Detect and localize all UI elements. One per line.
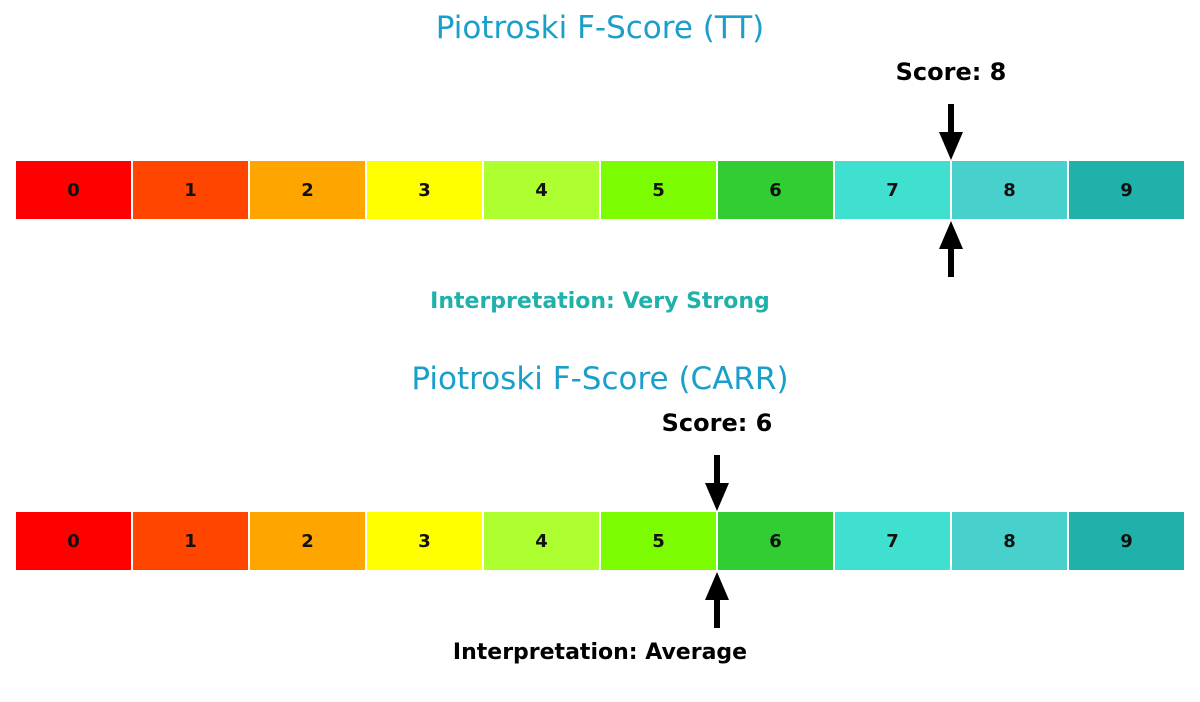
chart-title-carr: Piotroski F-Score (CARR) (411, 361, 789, 397)
score-cell-5: 5 (601, 161, 718, 219)
score-bar-carr: 0 1 2 3 4 5 6 7 8 9 (16, 512, 1184, 570)
score-cell-9: 9 (1069, 161, 1184, 219)
score-label-carr: Score: 6 (661, 409, 773, 437)
score-cell-6: 6 (718, 512, 835, 570)
score-cell-6: 6 (718, 161, 835, 219)
score-cell-0: 0 (16, 512, 133, 570)
score-cell-3: 3 (367, 161, 484, 219)
score-arrow-down-icon (939, 104, 963, 160)
score-bar-tt: 0 1 2 3 4 5 6 7 8 9 (16, 161, 1184, 219)
chart-title-tt: Piotroski F-Score (TT) (435, 10, 765, 46)
score-arrow-up-icon (705, 572, 729, 628)
score-cell-7: 7 (835, 161, 952, 219)
interpretation-carr: Interpretation: Average (452, 640, 748, 665)
score-cell-9: 9 (1069, 512, 1184, 570)
score-cell-2: 2 (250, 161, 367, 219)
score-cell-2: 2 (250, 512, 367, 570)
score-cell-8: 8 (952, 161, 1069, 219)
score-arrow-down-icon (705, 455, 729, 511)
score-cell-5: 5 (601, 512, 718, 570)
score-label-tt: Score: 8 (895, 58, 1007, 86)
score-cell-3: 3 (367, 512, 484, 570)
score-cell-8: 8 (952, 512, 1069, 570)
score-cell-1: 1 (133, 512, 250, 570)
interpretation-tt: Interpretation: Very Strong (430, 289, 770, 314)
score-cell-4: 4 (484, 161, 601, 219)
score-cell-1: 1 (133, 161, 250, 219)
score-arrow-up-icon (939, 221, 963, 277)
score-cell-0: 0 (16, 161, 133, 219)
score-cell-7: 7 (835, 512, 952, 570)
score-cell-4: 4 (484, 512, 601, 570)
